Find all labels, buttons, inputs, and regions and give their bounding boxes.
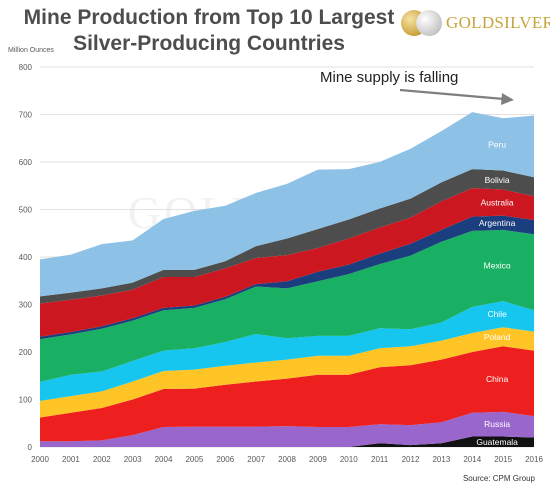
area-chile (40, 301, 534, 401)
annotation-arrow-head (501, 93, 514, 105)
series-label-australia: Australia (481, 198, 514, 208)
y-tick-label: 100 (19, 396, 33, 405)
series-label-china: China (486, 374, 508, 384)
annotation-arrow-shaft (399, 88, 505, 101)
area-china (40, 346, 534, 442)
y-tick-label: 400 (19, 253, 33, 262)
logo-text: GOLDSILVER (446, 13, 550, 32)
x-tick-label: 2004 (155, 455, 173, 464)
x-tick-label: 2016 (525, 455, 543, 464)
y-tick-label: 800 (19, 63, 33, 72)
x-tick-label: 2009 (309, 455, 327, 464)
y-tick-label: 0 (28, 443, 33, 452)
series-label-poland: Poland (484, 332, 511, 342)
x-tick-label: 2000 (31, 455, 49, 464)
area-bolivia (40, 169, 534, 304)
area-peru (40, 112, 534, 297)
series-label-chile: Chile (487, 309, 507, 319)
goldsilver-logo: GOLDSILVER (401, 8, 550, 38)
x-tick-label: 2001 (62, 455, 80, 464)
x-tick-label: 2002 (93, 455, 111, 464)
x-tick-label: 2003 (124, 455, 142, 464)
series-label-argentina: Argentina (479, 218, 516, 228)
area-australia (40, 188, 534, 337)
y-axis-label: Million Ounces (8, 47, 54, 54)
x-tick-label: 2006 (216, 455, 234, 464)
area-russia (40, 411, 534, 447)
x-tick-label: 2014 (463, 455, 481, 464)
area-poland (40, 327, 534, 418)
series-label-mexico: Mexico (484, 261, 511, 271)
x-tick-label: 2008 (278, 455, 296, 464)
area-mexico (40, 229, 534, 382)
chart-title-line-2: Silver-Producing Countries (73, 32, 345, 55)
y-tick-label: 600 (19, 158, 33, 167)
silver-coin-icon (416, 10, 442, 36)
x-tick-label: 2010 (340, 455, 358, 464)
area-argentina (40, 215, 534, 340)
y-tick-label: 200 (19, 348, 33, 357)
x-tick-label: 2015 (494, 455, 512, 464)
x-tick-label: 2007 (247, 455, 265, 464)
x-tick-label: 2005 (185, 455, 203, 464)
y-tick-label: 300 (19, 301, 33, 310)
series-label-bolivia: Bolivia (485, 175, 510, 185)
annotation-text: Mine supply is falling (320, 69, 458, 86)
area-guatemala (40, 436, 534, 447)
series-label-guatemala: Guatemala (476, 437, 518, 447)
y-tick-label: 700 (19, 111, 33, 120)
x-tick-label: 2011 (371, 455, 389, 464)
x-tick-label: 2012 (402, 455, 420, 464)
source-text: Source: CPM Group (463, 474, 536, 483)
series-label-russia: Russia (484, 419, 510, 429)
y-tick-label: 500 (19, 206, 33, 215)
series-label-peru: Peru (488, 139, 506, 149)
x-tick-label: 2013 (432, 455, 450, 464)
chart-title-line-1: Mine Production from Top 10 Largest (23, 6, 395, 29)
